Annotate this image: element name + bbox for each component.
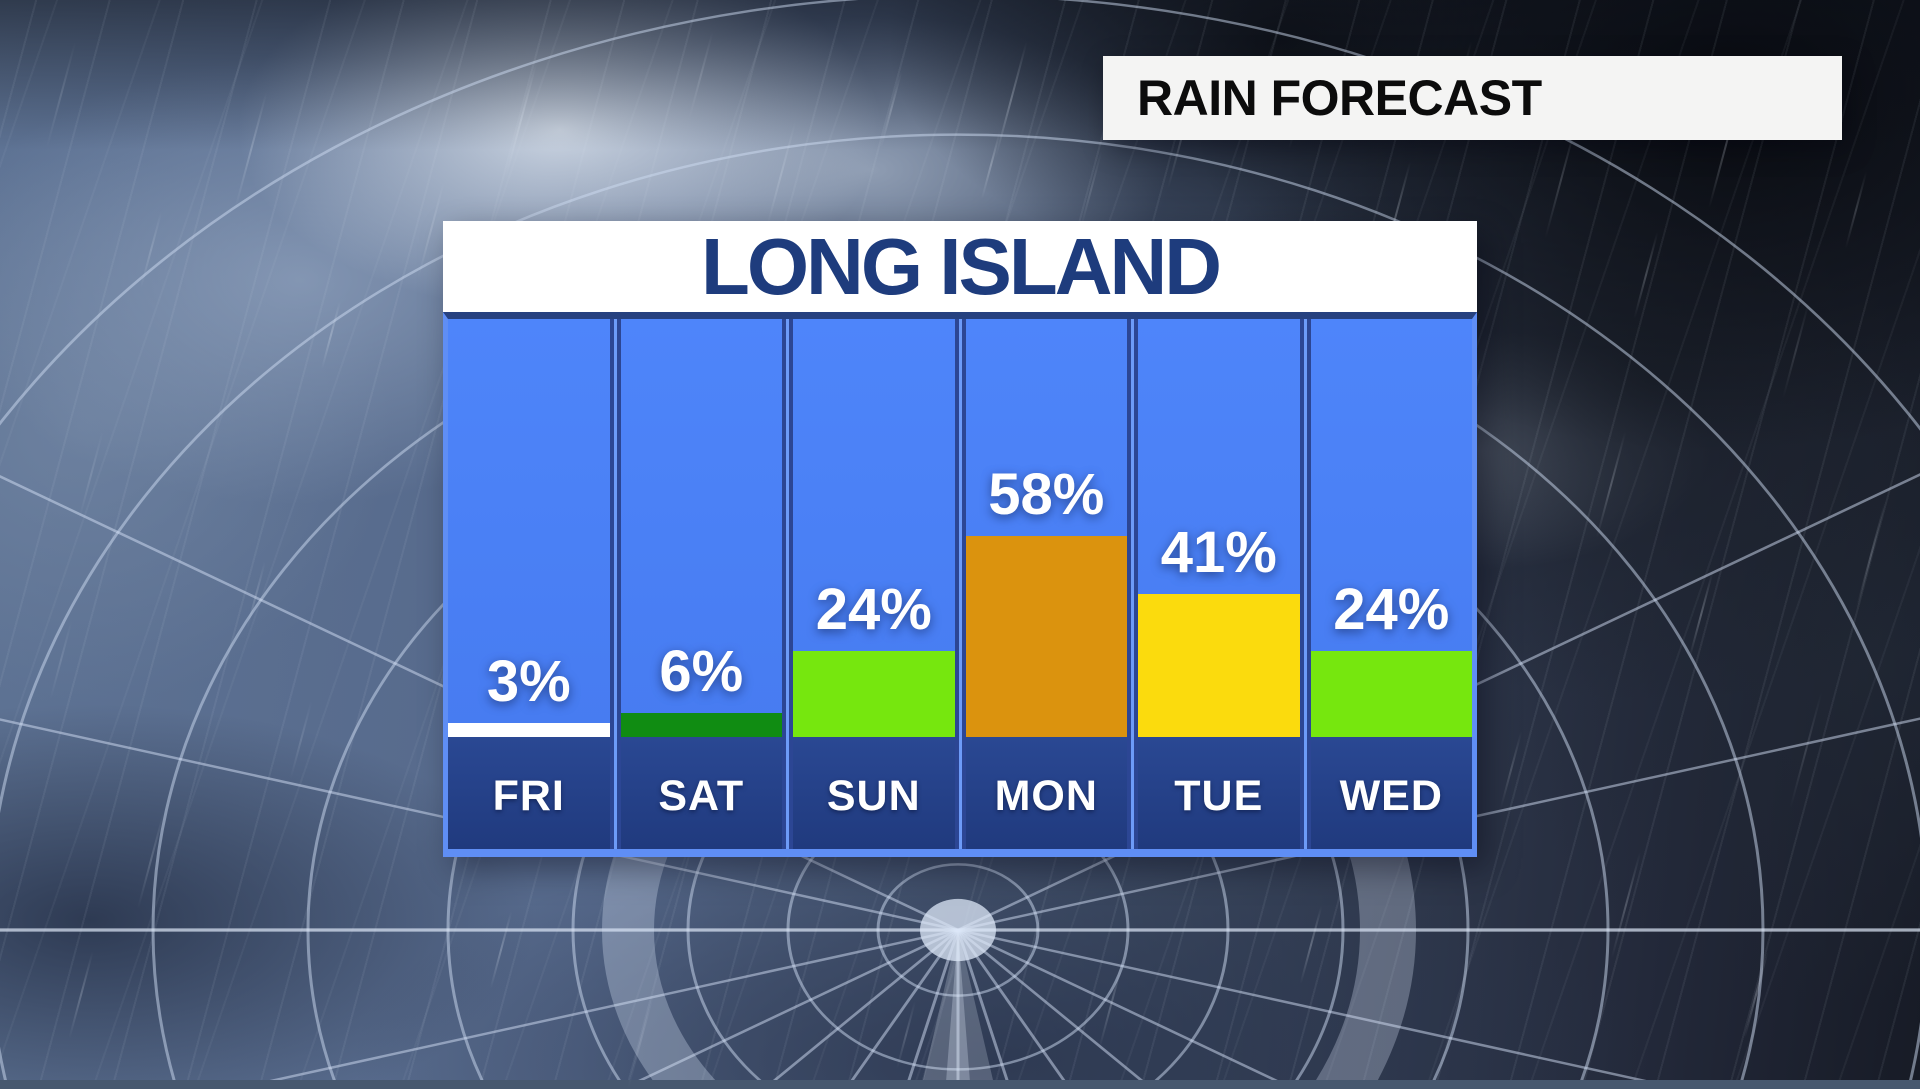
day-footer: TUE	[1138, 737, 1300, 849]
rain-forecast-banner: RAIN FORECAST	[1103, 56, 1842, 140]
day-column-wed: 24% WED	[1310, 319, 1472, 849]
rain-chance-bar	[793, 651, 955, 737]
rain-chance-bar	[448, 723, 610, 737]
day-column-sat: 6% SAT	[620, 319, 782, 849]
day-footer: SUN	[793, 737, 955, 849]
day-column-tue: 41% TUE	[1138, 319, 1300, 849]
day-footer: WED	[1310, 737, 1472, 849]
day-footer: FRI	[448, 737, 610, 849]
day-column-sun: 24% SUN	[793, 319, 955, 849]
day-label: FRI	[492, 771, 565, 820]
percent-label: 24%	[1333, 577, 1450, 642]
percent-label: 3%	[486, 649, 571, 714]
day-label: SUN	[826, 771, 921, 820]
day-column-mon: 58% MON	[965, 319, 1127, 849]
percent-label: 6%	[659, 639, 744, 704]
column-divider	[782, 319, 793, 849]
rain-chance-bar	[1138, 594, 1300, 737]
columns: 3% FRI 6% SAT 24% SUN 58% MON 41% TUE 24% WED	[443, 312, 1477, 857]
percent-label: 41%	[1160, 520, 1277, 585]
rain-chance-bar	[620, 713, 782, 737]
forecast-chart: LONG ISLAND 3% FRI 6% SAT 24% SUN 58% MON 41% TUE…	[443, 221, 1477, 857]
day-footer: SAT	[620, 737, 782, 849]
rain-chance-bar	[1310, 651, 1472, 737]
day-footer: MON	[965, 737, 1127, 849]
chart-title-bar: LONG ISLAND	[443, 221, 1477, 312]
day-column-fri: 3% FRI	[448, 319, 610, 849]
banner-title: RAIN FORECAST	[1137, 70, 1542, 126]
percent-label: 58%	[988, 462, 1105, 527]
chart-title-text: LONG ISLAND	[700, 221, 1222, 311]
column-divider	[1299, 319, 1311, 849]
day-label: TUE	[1174, 771, 1264, 820]
day-label: SAT	[658, 771, 745, 820]
column-divider	[1127, 319, 1138, 849]
column-divider	[954, 319, 966, 849]
day-label: MON	[994, 771, 1098, 820]
column-divider	[609, 319, 621, 849]
rain-chance-bar	[965, 536, 1127, 737]
percent-label: 24%	[815, 577, 932, 642]
day-label: WED	[1339, 771, 1443, 820]
